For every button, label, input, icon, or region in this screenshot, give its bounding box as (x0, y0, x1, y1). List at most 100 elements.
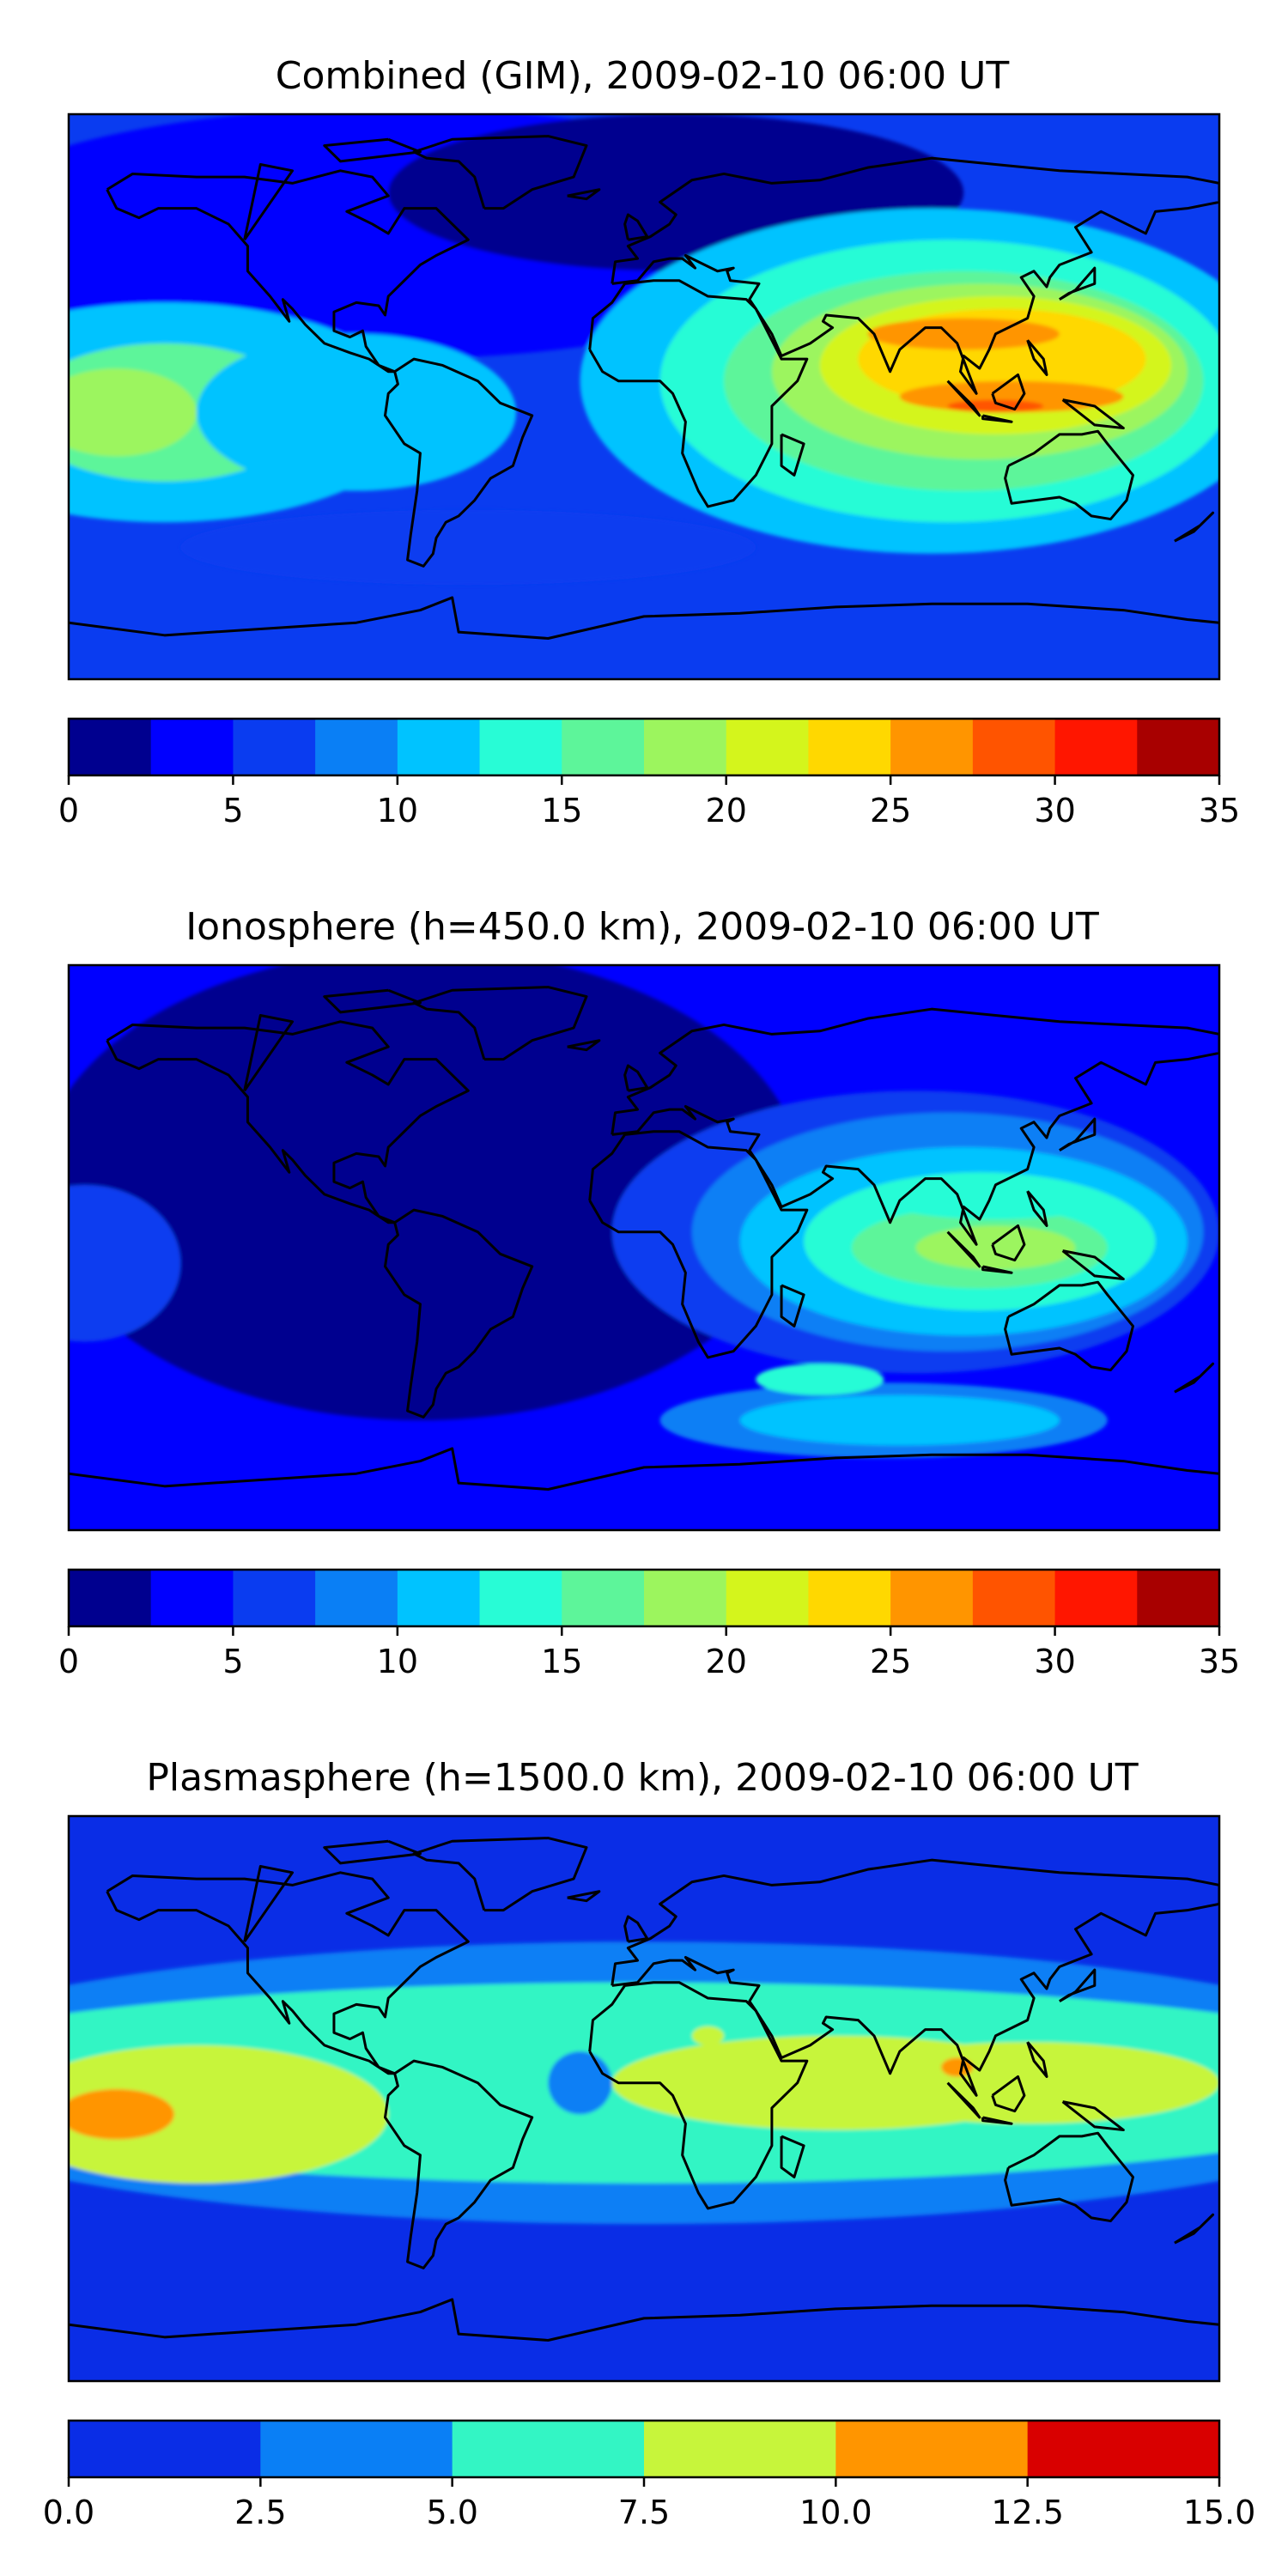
colorbar-tick-label: 35 (1199, 1643, 1240, 1680)
contour-region (69, 1184, 181, 1342)
colorbar-segment (1027, 2421, 1220, 2477)
colorbar-tick-label: 15.0 (1183, 2494, 1256, 2531)
colorbar-segment (150, 1570, 234, 1626)
colorbar-tick-label: 10 (377, 792, 418, 829)
colorbar-segment (808, 719, 891, 775)
contour-region (196, 333, 517, 491)
colorbar-segment (397, 719, 481, 775)
colorbar-segment (315, 1570, 398, 1626)
coastline (611, 156, 1219, 395)
coastline (1061, 2100, 1125, 2132)
colorbar: 0 5 10 15 20 25 30 35 (58, 717, 1240, 829)
colorbar-tick-label: 10 (377, 1643, 418, 1680)
colorbar-segment (233, 719, 316, 775)
colorbar-segment (397, 1570, 481, 1626)
coastline (946, 1230, 981, 1268)
colorbar-segment (644, 1570, 727, 1626)
coastline (1059, 1117, 1097, 1151)
colorbar-segment (1137, 1570, 1220, 1626)
colorbar-segment (835, 2421, 1029, 2477)
map-frame (67, 112, 1221, 681)
contour-fill-layer (69, 965, 1219, 1458)
colorbar-segment (1137, 719, 1220, 775)
colorbar-segment (726, 719, 809, 775)
coastline (243, 1864, 295, 1943)
panel-plasmasphere: Plasmasphere (h=1500.0 km), 2009-02-10 0… (43, 1756, 1256, 2531)
colorbar-tick-label: 30 (1034, 1643, 1075, 1680)
coastline (323, 137, 422, 163)
colorbar-tick-label: 20 (706, 792, 747, 829)
coastline (981, 1265, 1013, 1274)
coastline (1174, 511, 1215, 543)
colorbar-segment (644, 719, 727, 775)
coastline (1004, 2131, 1134, 2223)
contour-region (69, 2089, 174, 2140)
coastline (946, 2081, 981, 2119)
coastline (412, 135, 588, 210)
contour-region (69, 368, 197, 457)
colorbar-tick-label: 0.0 (43, 2494, 94, 2531)
coastline (567, 1890, 601, 1903)
colorbar-segment (69, 2421, 261, 2477)
colorbar-segment (452, 2421, 645, 2477)
coastline (69, 1447, 1219, 1491)
contour-region (739, 1394, 1060, 1446)
contour-region (691, 2026, 725, 2045)
colorbar-tick-label: 20 (706, 1643, 747, 1680)
coastlines (69, 986, 1219, 1491)
coastline (623, 213, 649, 241)
coastline (1174, 2213, 1215, 2245)
contour-fill-layer (69, 114, 1219, 586)
coastline (611, 1007, 1219, 1246)
colorbar-tick-label: 0 (58, 1643, 79, 1680)
coastline (1059, 266, 1097, 301)
contour-region (69, 2044, 389, 2184)
coastline (243, 162, 295, 241)
colorbar-tick-label: 15 (541, 1643, 582, 1680)
coastline (412, 1837, 588, 1912)
coastline (384, 1208, 534, 1419)
coastline (981, 2116, 1013, 2125)
contour-region (941, 2057, 974, 2077)
colorbar-tick-label: 30 (1034, 792, 1075, 829)
colorbar-segment (1054, 1570, 1138, 1626)
contour-region (756, 1364, 884, 1395)
colorbar-frame (67, 1568, 1221, 1628)
coastline (780, 1284, 805, 1327)
colorbar-segment (890, 1570, 974, 1626)
coastline (243, 1013, 295, 1092)
panel-title: Plasmasphere (h=1500.0 km), 2009-02-10 0… (146, 1756, 1138, 1800)
contour-region (548, 2051, 612, 2115)
coastline (623, 1915, 649, 1943)
colorbar-segment (562, 719, 645, 775)
colorbar-segment (233, 1570, 316, 1626)
contour-region (835, 2042, 1219, 2124)
coastline (588, 279, 809, 508)
coastlines (69, 135, 1219, 640)
colorbar-segment (69, 719, 152, 775)
coastline (1059, 1968, 1097, 2002)
colorbar-segment (315, 719, 398, 775)
coastline (946, 380, 981, 417)
colorbar-segment (69, 1570, 152, 1626)
coastline (384, 2059, 534, 2269)
contour-region (180, 509, 756, 586)
coastline (412, 986, 588, 1061)
coastline (1026, 339, 1048, 376)
coastline (780, 433, 805, 477)
colorbar-tick-label: 15 (541, 792, 582, 829)
colorbar-tick-label: 12.5 (991, 2494, 1064, 2531)
colorbar-segment (260, 2421, 453, 2477)
coastline (991, 1224, 1026, 1262)
coastline (567, 188, 601, 201)
colorbar-segment (726, 1570, 809, 1626)
coastline (69, 2298, 1219, 2342)
colorbar-segment (479, 719, 562, 775)
colorbar-tick-label: 7.5 (618, 2494, 670, 2531)
colorbar: 0.0 2.5 5.0 7.5 10.0 12.5 15.0 (43, 2419, 1256, 2531)
coastline (1004, 429, 1134, 521)
colorbar-segment (150, 719, 234, 775)
coastline (780, 2135, 805, 2178)
coastline (106, 1871, 470, 2075)
